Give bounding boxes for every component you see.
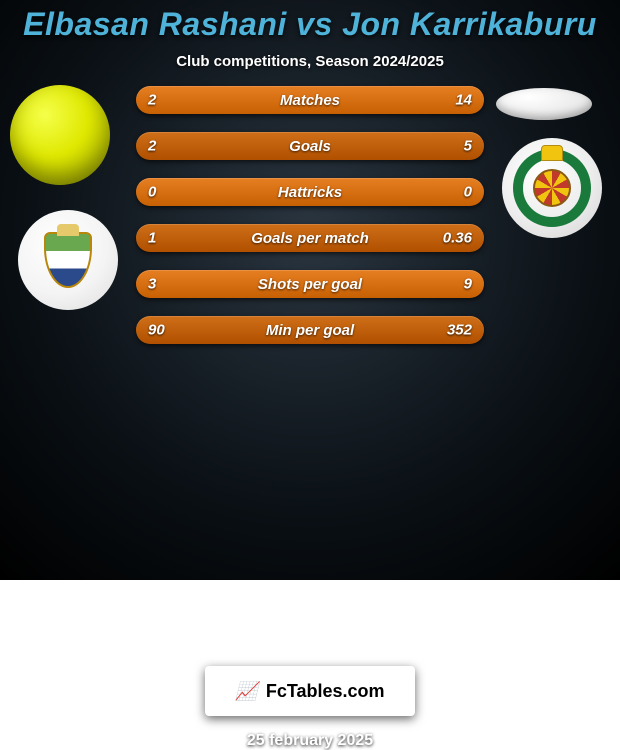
player-left-avatar — [10, 85, 110, 185]
stat-value-left: 0 — [148, 184, 156, 201]
club-right-crest-icon — [513, 149, 591, 227]
club-right-badge — [502, 138, 602, 238]
page-title: Elbasan Rashani vs Jon Karrikaburu — [23, 6, 597, 43]
stat-row: 2 Matches 14 — [136, 86, 484, 114]
stat-value-left: 2 — [148, 92, 156, 109]
stat-value-right: 352 — [447, 322, 472, 339]
source-badge: 📈 FcTables.com — [205, 666, 415, 716]
stat-value-right: 0.36 — [443, 230, 472, 247]
stat-value-left: 90 — [148, 322, 165, 339]
stat-label: Hattricks — [278, 184, 342, 201]
stat-value-left: 3 — [148, 276, 156, 293]
stat-bars: 2 Matches 14 2 Goals 5 0 Hattricks 0 1 Goals per m… — [136, 86, 484, 344]
stat-row: 90 Min per goal 352 — [136, 316, 484, 344]
stat-label: Min per goal — [266, 322, 354, 339]
source-logo-icon: 📈 — [235, 681, 257, 702]
stat-row: 3 Shots per goal 9 — [136, 270, 484, 298]
stat-row: 0 Hattricks 0 — [136, 178, 484, 206]
stat-value-left: 1 — [148, 230, 156, 247]
club-left-crest-icon — [44, 232, 92, 288]
source-name: FcTables.com — [266, 681, 385, 702]
player-right-avatar — [496, 88, 592, 120]
stat-value-right: 0 — [464, 184, 472, 201]
stat-value-right: 9 — [464, 276, 472, 293]
stat-value-left: 2 — [148, 138, 156, 155]
content-root: Elbasan Rashani vs Jon Karrikaburu Club … — [0, 0, 620, 580]
club-left-badge — [18, 210, 118, 310]
stat-label: Shots per goal — [258, 276, 362, 293]
snapshot-date: 25 february 2025 — [247, 732, 373, 750]
stat-label: Goals — [289, 138, 331, 155]
stat-row: 2 Goals 5 — [136, 132, 484, 160]
stat-value-right: 14 — [455, 92, 472, 109]
stat-row: 1 Goals per match 0.36 — [136, 224, 484, 252]
page-subtitle: Club competitions, Season 2024/2025 — [176, 53, 444, 70]
stat-label: Matches — [280, 92, 340, 109]
stat-label: Goals per match — [251, 230, 369, 247]
comparison-stage: 2 Matches 14 2 Goals 5 0 Hattricks 0 1 Goals per m… — [0, 70, 620, 580]
stat-value-right: 5 — [464, 138, 472, 155]
